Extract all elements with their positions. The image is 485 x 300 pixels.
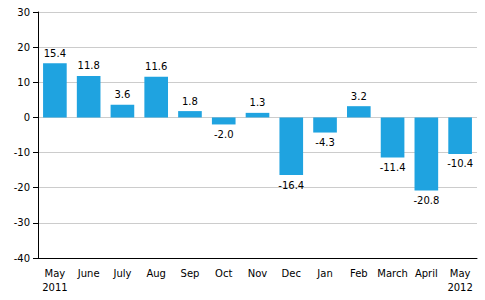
svg-text:-20.8: -20.8 [413, 195, 439, 206]
svg-text:15.4: 15.4 [44, 48, 66, 59]
svg-text:April: April [415, 268, 438, 279]
svg-text:-20: -20 [14, 182, 30, 193]
svg-text:-40: -40 [14, 253, 30, 264]
svg-text:0: 0 [24, 112, 30, 123]
svg-text:20: 20 [17, 42, 30, 53]
svg-text:Nov: Nov [248, 268, 268, 279]
svg-text:3.6: 3.6 [114, 89, 130, 100]
svg-text:-2.0: -2.0 [214, 129, 234, 140]
svg-text:July: July [112, 268, 131, 279]
svg-text:Oct: Oct [215, 268, 232, 279]
svg-text:March: March [377, 268, 407, 279]
svg-text:11.8: 11.8 [78, 60, 100, 71]
svg-text:-16.4: -16.4 [278, 180, 304, 191]
svg-text:-4.3: -4.3 [315, 137, 335, 148]
svg-text:2012: 2012 [447, 282, 472, 293]
svg-text:1.8: 1.8 [182, 96, 198, 107]
svg-text:Jan: Jan [316, 268, 332, 279]
svg-text:30: 30 [17, 7, 30, 18]
svg-text:-11.4: -11.4 [380, 162, 406, 173]
svg-text:3.2: 3.2 [351, 91, 367, 102]
svg-text:June: June [77, 268, 100, 279]
svg-text:11.6: 11.6 [145, 61, 167, 72]
svg-text:Dec: Dec [282, 268, 301, 279]
svg-text:May: May [450, 268, 471, 279]
svg-text:2011: 2011 [42, 282, 67, 293]
svg-text:-10: -10 [14, 147, 30, 158]
svg-text:May: May [45, 268, 66, 279]
svg-text:Sep: Sep [181, 268, 200, 279]
svg-text:Feb: Feb [350, 268, 368, 279]
svg-text:-10.4: -10.4 [447, 158, 473, 169]
svg-text:1.3: 1.3 [250, 97, 266, 108]
svg-text:Aug: Aug [146, 268, 166, 279]
svg-text:10: 10 [17, 77, 30, 88]
svg-text:-30: -30 [14, 217, 30, 228]
